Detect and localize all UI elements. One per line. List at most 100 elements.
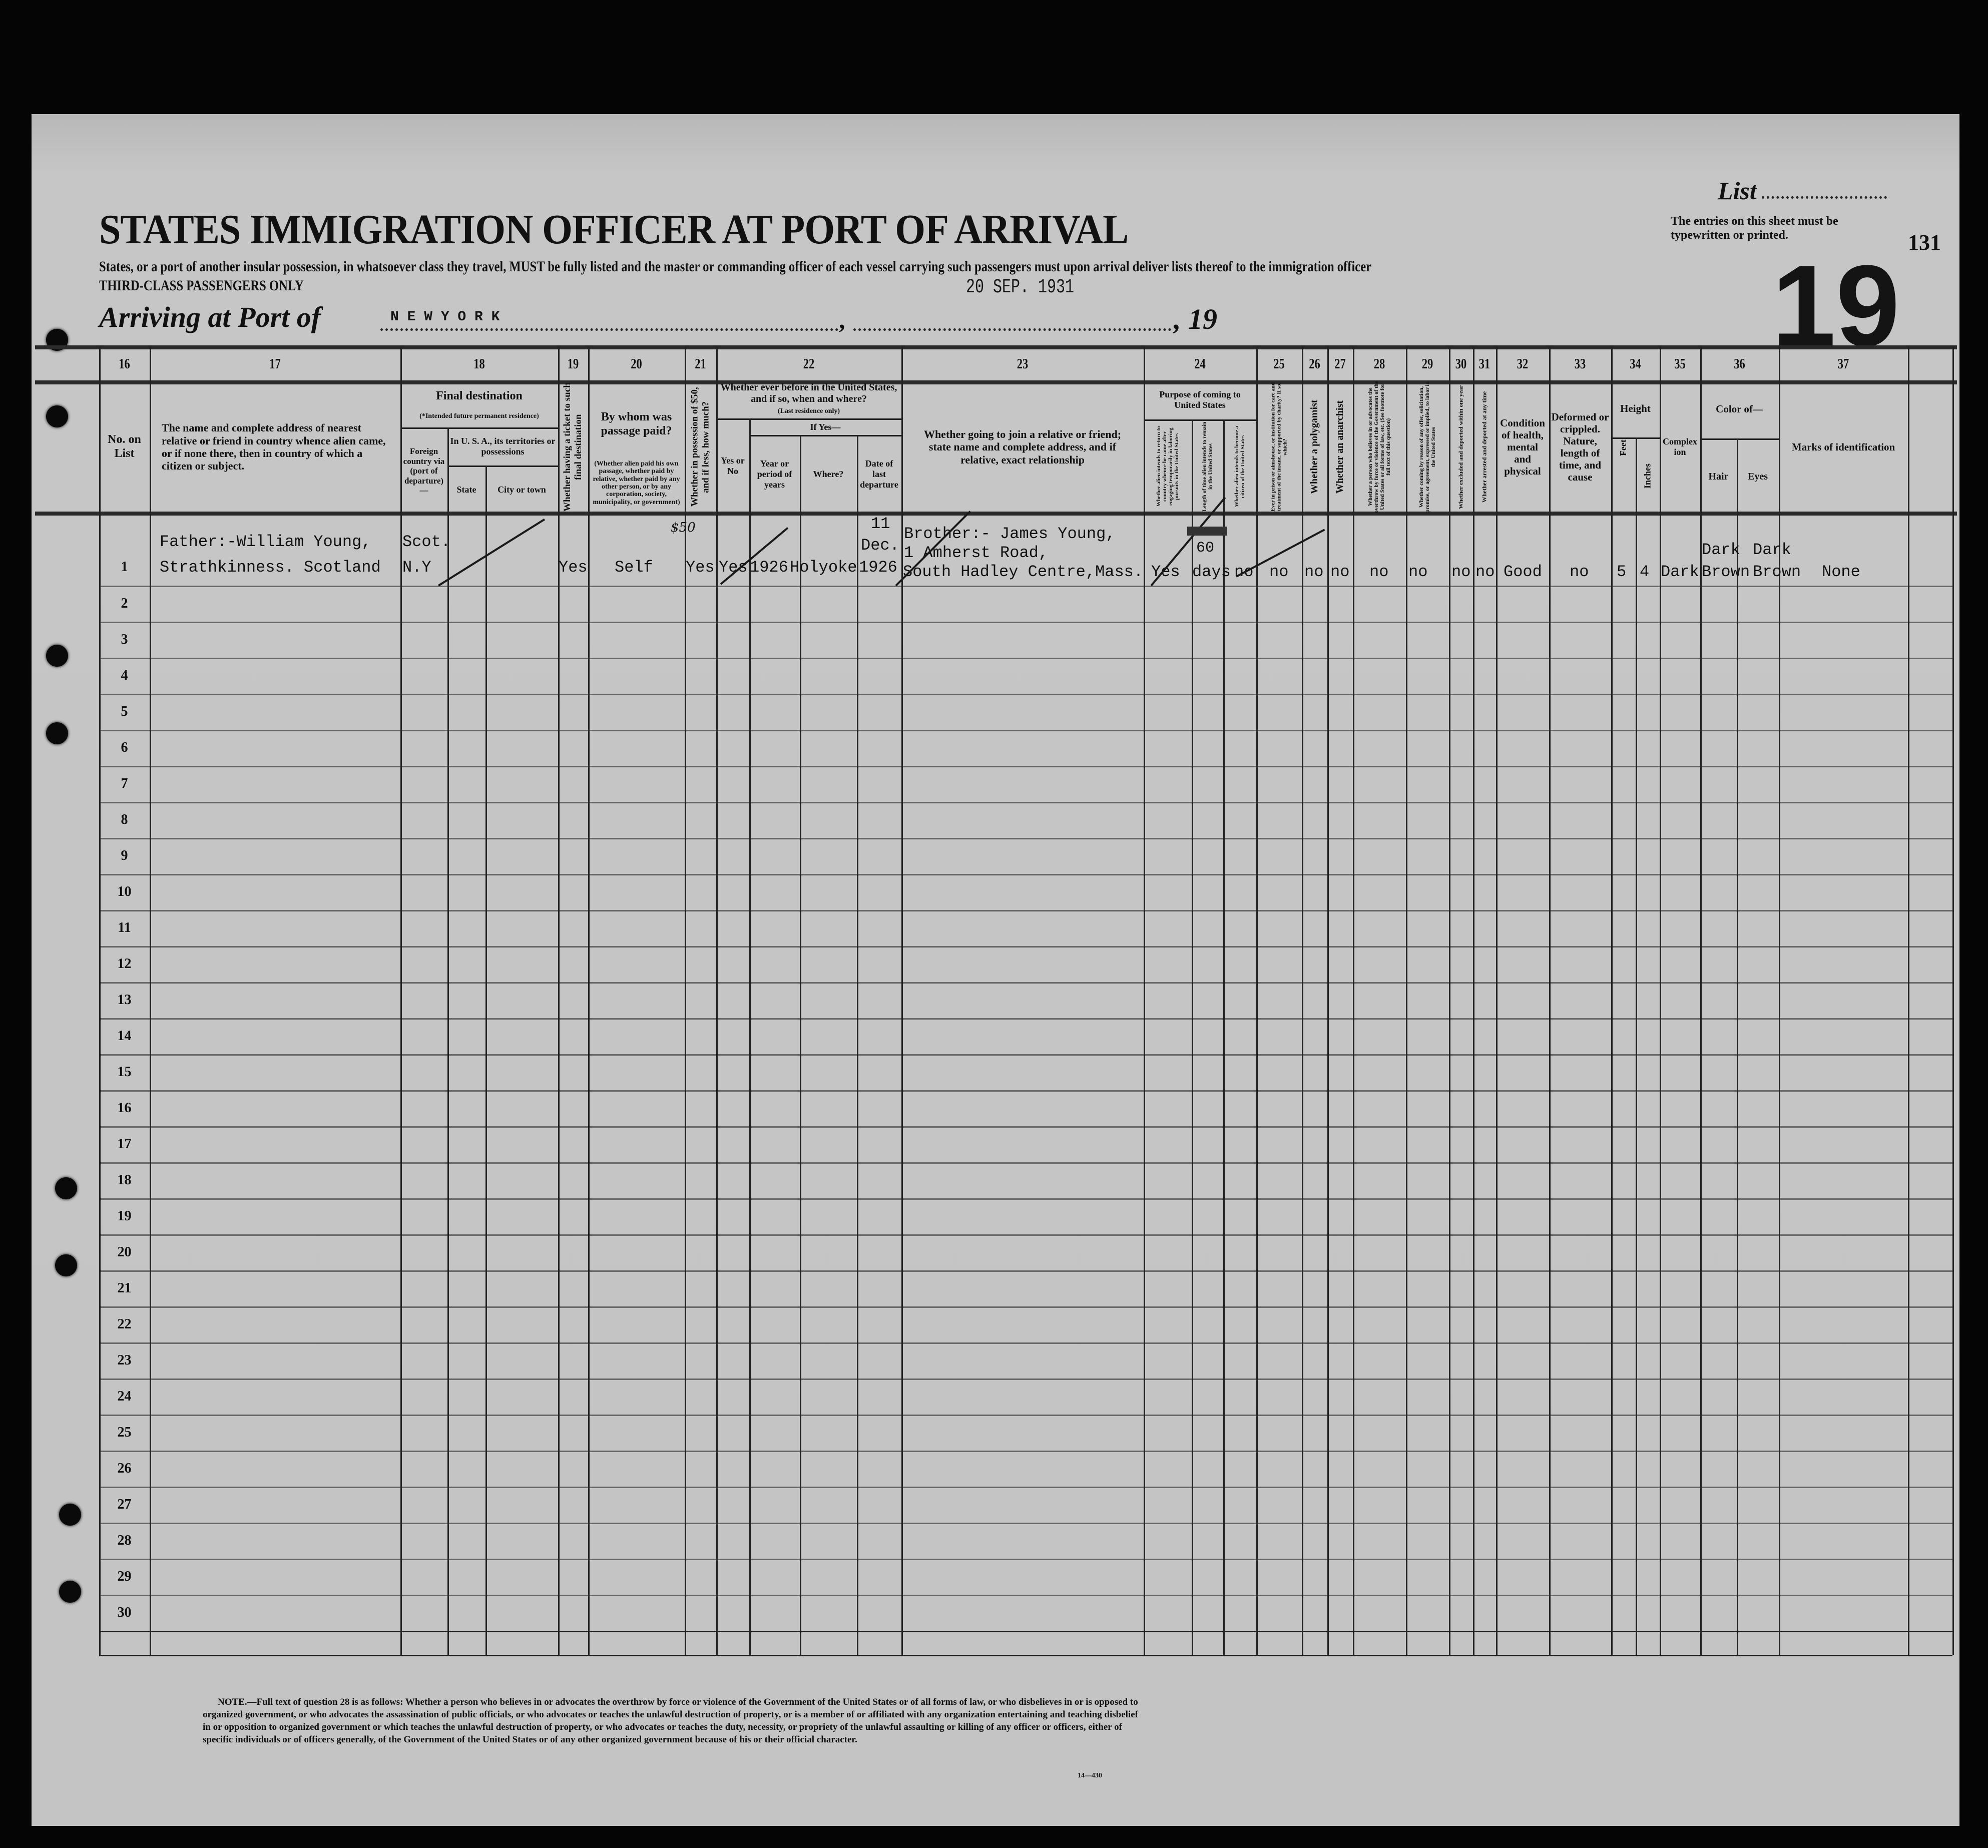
column-number-divider [35, 380, 1957, 384]
date-underline [853, 328, 1171, 331]
row-divider [99, 838, 1952, 839]
header-if-yes: If Yes— [810, 421, 841, 432]
subheader-divider [749, 435, 901, 436]
before-year: 1926 [750, 558, 788, 577]
header-ticket: Whether having a ticket to such final de… [562, 382, 584, 512]
row-divider [99, 1198, 1952, 1200]
binder-hole [46, 645, 68, 667]
eyes-line-1: Dark [1753, 541, 1791, 559]
row-divider [99, 802, 1952, 803]
excluded-value: no [1451, 563, 1471, 581]
column-divider [1302, 347, 1303, 1655]
relative-line-1: Father:-William Young, [160, 533, 371, 551]
row-divider [99, 1559, 1952, 1560]
header-city: City or town [498, 484, 546, 495]
column-divider [1327, 347, 1329, 1655]
column-number: 37 [1837, 356, 1849, 372]
stay-length-number: 60 [1196, 540, 1215, 557]
row-divider [99, 1342, 1952, 1344]
table-bottom-border [99, 1655, 1952, 1656]
header-relative-address: The name and complete address of nearest… [162, 421, 386, 473]
instructions: The entries on this sheet must be typewr… [1671, 215, 1838, 242]
sheet-number: 19 [1772, 241, 1900, 370]
row-number: 30 [117, 1605, 132, 1620]
header-excluded: Whether excluded and deported within one… [1457, 385, 1464, 509]
row-number: 18 [117, 1172, 132, 1188]
height-feet: 5 [1617, 563, 1627, 581]
comma: , [839, 306, 845, 334]
column-number: 22 [803, 356, 815, 372]
money-amount: $50 [671, 520, 696, 535]
question-28-value: no [1369, 563, 1389, 581]
column-divider [1908, 347, 1909, 1655]
row-divider [99, 1270, 1952, 1272]
row-divider [99, 694, 1952, 695]
column-number: 24 [1194, 356, 1206, 372]
header-labor-offer: Whether coming by reason of any offer, s… [1418, 381, 1437, 513]
header-bottom-border [35, 512, 1957, 516]
header-return-intent: Whether alien intends to return to count… [1155, 426, 1180, 507]
column-divider [1636, 437, 1637, 1655]
column-divider [1353, 347, 1354, 1655]
row-divider [99, 1234, 1952, 1236]
header-purpose: Purpose of coming to United States [1159, 389, 1241, 410]
row-divider [99, 622, 1952, 623]
row-number: 22 [117, 1316, 132, 1332]
column-number: 35 [1674, 356, 1686, 372]
row-number: 13 [117, 992, 132, 1008]
deformed-value: no [1570, 563, 1589, 581]
header-yes-or-no: Yes or No [721, 455, 745, 476]
subheader-divider [1700, 438, 1779, 440]
page-title: STATES IMMIGRATION OFFICER AT PORT OF AR… [99, 206, 1129, 253]
labor-offer-value: no [1408, 563, 1428, 581]
complexion-value: Dark [1661, 563, 1699, 581]
column-divider [1737, 438, 1738, 1655]
row-number: 6 [121, 740, 128, 755]
binder-hole [59, 1581, 81, 1603]
row-number: 14 [117, 1028, 132, 1044]
binder-hole [59, 1504, 81, 1526]
year-prefix: , 19 [1174, 303, 1217, 335]
column-divider [685, 347, 686, 1655]
row-number: 26 [117, 1461, 132, 1476]
header-height: Height [1620, 402, 1651, 414]
row-number: 11 [118, 920, 131, 936]
row-number: 20 [117, 1244, 132, 1260]
header-final-destination-note: (*Intended future permanent residence) [419, 412, 539, 420]
column-divider [99, 347, 101, 1655]
column-divider [1144, 347, 1145, 1655]
row-divider [99, 730, 1952, 731]
header-arrested: Whether arrested and deported at any tim… [1480, 391, 1488, 503]
height-inches: 4 [1640, 563, 1650, 581]
header-final-destination: Final destination [436, 389, 523, 403]
subheader-divider [400, 427, 558, 429]
ticket-value: Yes [559, 558, 588, 577]
header-date-last-departure: Date of last departure [860, 458, 898, 490]
footnote: NOTE.—Full text of question 28 is as fol… [203, 1697, 1138, 1745]
header-where: Where? [813, 469, 844, 480]
port-value: N E W Y O R K [390, 309, 500, 325]
column-divider [857, 435, 858, 1655]
row-number: 17 [117, 1136, 132, 1152]
header-question-28: Whether a person who believes in or advo… [1367, 381, 1392, 513]
binder-hole [46, 722, 68, 744]
row-divider [99, 1487, 1952, 1488]
list-underline [1762, 196, 1887, 199]
subheader-divider [716, 418, 901, 420]
column-divider [1611, 347, 1613, 1655]
row-number: 8 [121, 812, 128, 827]
class-line: THIRD-CLASS PASSENGERS ONLY [99, 277, 304, 294]
header-polygamist: Whether a polygamist [1309, 399, 1320, 495]
marks-value: None [1822, 563, 1860, 581]
row-number: 5 [121, 704, 128, 719]
prison-value: no [1269, 563, 1289, 581]
header-citizen-intent: Whether alien intends to become a citize… [1233, 425, 1246, 508]
binder-hole [55, 1254, 77, 1276]
table-top-border [35, 345, 1957, 349]
column-number: 34 [1630, 356, 1641, 372]
column-divider [588, 347, 590, 1655]
row-divider [99, 1054, 1952, 1056]
header-ever-before: Whether ever before in the United States… [720, 382, 897, 404]
hair-line-2: Brown [1702, 563, 1750, 581]
stamp-number: 131 [1908, 230, 1941, 255]
